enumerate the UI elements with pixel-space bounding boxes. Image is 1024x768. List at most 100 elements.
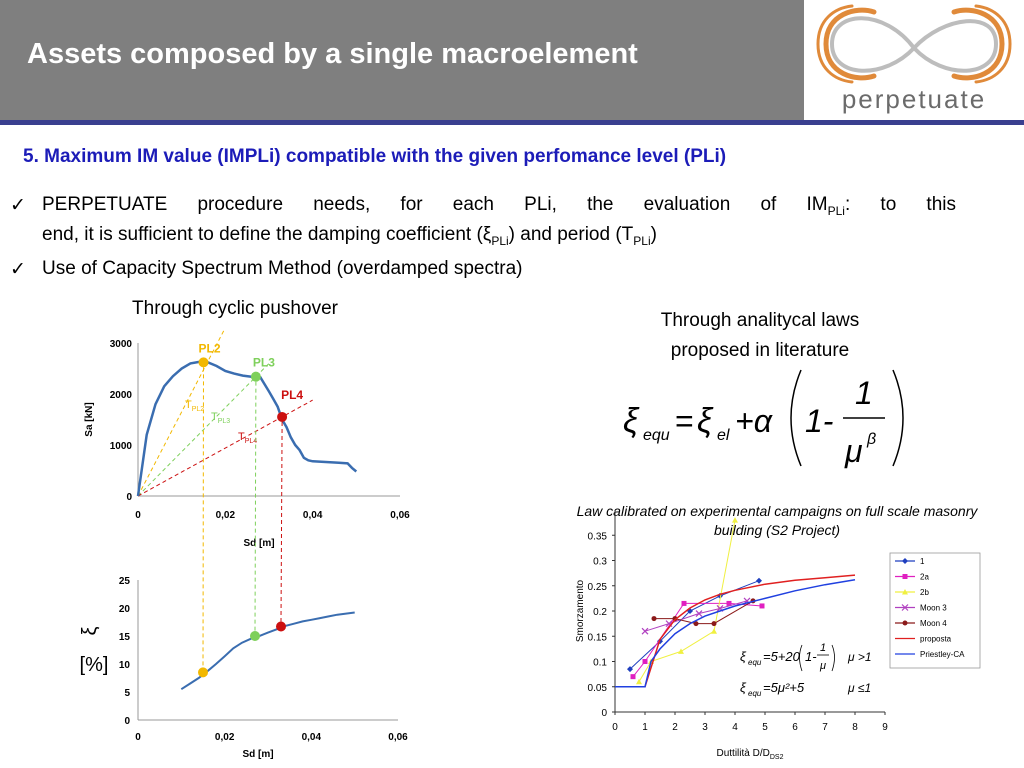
formula-annotation: ξ equ =5+20 1-1μμ >1ξ equ =5μ²+5 μ ≤1	[740, 642, 872, 698]
x-tick-label: 5	[762, 722, 768, 733]
caption-right: Through analitycal laws proposed in lite…	[660, 310, 860, 361]
series-point	[630, 674, 636, 680]
y-tick-label: 0.05	[588, 683, 608, 694]
y-tick-label: 0.2	[593, 607, 607, 618]
perpetuate-logo-icon: perpetuate	[816, 4, 1012, 114]
series-point	[759, 603, 765, 609]
legend-label: 1	[920, 557, 925, 566]
bullet-item: ✓ Use of Capacity Spectrum Method (overd…	[10, 258, 523, 280]
y-tick-label: 0	[601, 708, 607, 719]
y-tick-label: 1000	[110, 441, 133, 452]
formula-text: =5+20	[763, 649, 801, 664]
y-axis-label: Smorzamento	[575, 579, 586, 642]
legend-marker	[902, 620, 908, 626]
series-line-priestley-ca	[615, 578, 856, 688]
header-bar: Assets composed by a single macroelement	[0, 0, 804, 120]
law-caption: Law calibrated on experimental campaigns…	[576, 503, 978, 538]
x-axis-label: Duttilità D/DDS2	[717, 748, 784, 761]
svg-text:ξ: ξ	[623, 402, 640, 440]
svg-text:μ: μ	[844, 433, 863, 469]
series-point	[641, 627, 649, 635]
formula-paren	[831, 644, 835, 672]
formula-text: μ ≤1	[847, 681, 871, 695]
legend-label: 2b	[920, 588, 929, 597]
capacity-curve-line	[136, 360, 358, 497]
svg-text:ξ: ξ	[697, 402, 714, 440]
svg-text:1: 1	[855, 375, 873, 411]
x-tick-label: 0,06	[388, 732, 408, 743]
series-point	[732, 517, 738, 523]
formula-text: ξ	[740, 649, 747, 664]
x-tick-label: 4	[732, 722, 738, 733]
point-pl3	[250, 371, 261, 382]
y-tick-label: 15	[119, 632, 131, 643]
point-label: PL2	[198, 341, 220, 355]
series-point	[636, 678, 642, 685]
point-pl2	[198, 357, 209, 368]
y-axis-label-symbol: ξ	[79, 626, 101, 635]
header-divider	[0, 120, 1024, 125]
series-point	[672, 616, 678, 622]
y-tick-label: 20	[119, 604, 131, 615]
y-tick-label: 10	[119, 660, 131, 671]
point-pl2	[198, 667, 208, 678]
caption-left: Through cyclic pushover	[132, 298, 338, 319]
x-tick-label: 0,04	[302, 732, 322, 743]
bullet-item: ✓ PERPETUATE procedure needs, for each P…	[10, 194, 957, 248]
x-tick-label: 0,02	[215, 732, 235, 743]
period-label: TPL4	[238, 431, 257, 445]
svg-text:el: el	[717, 427, 730, 444]
y-tick-label: 0.1	[593, 658, 607, 669]
series-point	[717, 592, 723, 599]
legend-label: proposta	[920, 635, 952, 644]
point-pl4	[277, 411, 288, 422]
formula-text: ξ	[740, 680, 747, 695]
x-tick-label: 3	[702, 722, 708, 733]
formula-text: μ	[819, 660, 826, 672]
formula-text: equ	[748, 689, 762, 698]
period-label: TPL2	[185, 399, 204, 413]
formula-text: equ	[748, 658, 762, 667]
svg-text:=: =	[675, 403, 694, 439]
formula-paren	[799, 644, 803, 672]
legend-label: 2a	[920, 573, 929, 582]
series-point	[693, 621, 699, 627]
y-tick-label: 0	[126, 492, 132, 503]
damping-formula: ξ equ = ξ el +α 1- 1 μ β	[623, 369, 904, 469]
period-label: TPL3	[211, 411, 230, 425]
x-tick-label: 1	[642, 722, 648, 733]
point-label: PL4	[281, 388, 303, 402]
legend-label: Moon 3	[920, 604, 947, 613]
y-tick-label: 0.35	[588, 531, 608, 542]
y-tick-label: 5	[124, 688, 130, 699]
x-tick-label: 8	[852, 722, 858, 733]
svg-text:equ: equ	[643, 427, 670, 444]
ductility-damping-chart: 0 0.05 0.1 0.15 0.2 0.25 0.3 0.35 0 1 2 3 4 5 6 7 8 9 Dutt…	[575, 510, 981, 761]
series-point	[756, 577, 762, 584]
legend-box	[889, 552, 981, 669]
period-line	[137, 399, 313, 497]
period-line	[137, 363, 270, 497]
y-tick-label: 25	[119, 576, 131, 587]
point-label: PL3	[253, 356, 275, 370]
legend-marker	[902, 558, 908, 564]
legend: 1 2a 2b Moon 3 Moon 4 proposta Priestley-CA	[889, 552, 981, 669]
section-title: 5. Maximum IM value (IMPLi) compatible w…	[23, 146, 727, 167]
formula-text: 1	[820, 642, 826, 654]
formula-text: μ >1	[847, 650, 872, 664]
series-point	[726, 600, 732, 606]
series-point	[711, 628, 717, 634]
y-tick-label: 0.15	[588, 632, 608, 643]
x-axis-label: Sd [m]	[243, 538, 274, 549]
legend-marker	[901, 604, 909, 611]
x-tick-label: 0,06	[390, 510, 410, 521]
period-line	[137, 330, 225, 497]
checkmark-icon: ✓	[10, 195, 26, 216]
logo: perpetuate	[804, 0, 1024, 120]
x-tick-label: 0	[135, 732, 141, 743]
series-point	[681, 600, 687, 606]
series-line-proposta	[615, 574, 856, 688]
x-tick-label: 7	[822, 722, 828, 733]
legend-label: Moon 4	[920, 619, 947, 628]
y-axis-label: Sa [kN]	[84, 402, 95, 436]
